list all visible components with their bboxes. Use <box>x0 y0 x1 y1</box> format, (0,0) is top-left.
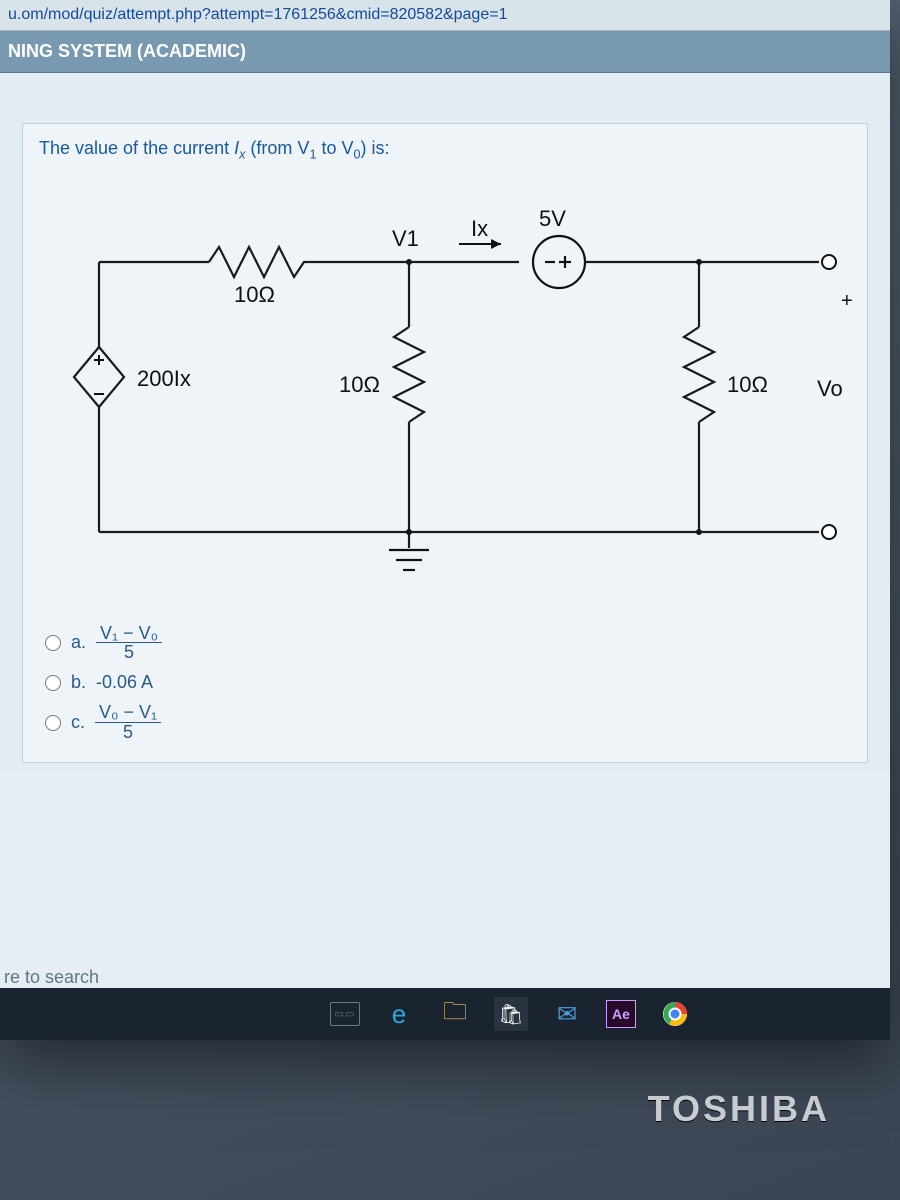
page-content: The value of the current Ix (from V1 to … <box>0 73 890 773</box>
option-a-letter: a. <box>71 632 86 653</box>
option-a[interactable]: a. V₁ − V₀ 5 <box>45 624 851 663</box>
circuit-diagram: + <box>39 172 859 612</box>
photo-frame: u.om/mod/quiz/attempt.php?attempt=176125… <box>0 0 900 1200</box>
file-explorer-icon[interactable]: 🗀 <box>438 997 472 1031</box>
url-bar[interactable]: u.om/mod/quiz/attempt.php?attempt=176125… <box>0 0 890 31</box>
vo-plus: + <box>841 290 853 312</box>
edge-icon[interactable]: e <box>382 997 416 1031</box>
search-fragment[interactable]: re to search <box>0 967 99 988</box>
option-a-den: 5 <box>120 643 138 662</box>
mail-icon[interactable]: ✉ <box>550 997 584 1031</box>
option-a-num: V₁ − V₀ <box>96 624 162 644</box>
option-c-value: V₀ − V₁ 5 <box>95 703 161 742</box>
question-card: The value of the current Ix (from V1 to … <box>22 123 868 763</box>
option-b-letter: b. <box>71 672 86 693</box>
option-b[interactable]: b. -0.06 A <box>45 672 851 693</box>
q-v0sub: 0 <box>353 148 360 162</box>
q-mid: (from V <box>245 138 309 158</box>
r-right-label: 10Ω <box>727 372 768 397</box>
task-view-icon[interactable]: ▭▭ <box>330 1002 360 1026</box>
site-header: NING SYSTEM (ACADEMIC) <box>0 31 890 73</box>
answer-options: a. V₁ − V₀ 5 b. -0.06 A c. <box>45 624 851 743</box>
chrome-icon[interactable] <box>658 997 692 1031</box>
q-prefix: The value of the current <box>39 138 234 158</box>
laptop-screen: u.om/mod/quiz/attempt.php?attempt=176125… <box>0 0 890 1040</box>
option-b-value: -0.06 A <box>96 672 153 693</box>
option-b-radio[interactable] <box>45 675 61 691</box>
ix-label: Ix <box>471 216 488 241</box>
question-text: The value of the current Ix (from V1 to … <box>39 138 851 162</box>
r-top-label: 10Ω <box>234 282 275 307</box>
node-v1-label: V1 <box>392 226 419 251</box>
dep-src-label: 200Ix <box>137 366 191 391</box>
r-mid-label: 10Ω <box>339 372 380 397</box>
option-c-den: 5 <box>119 723 137 742</box>
option-a-value: V₁ − V₀ 5 <box>96 624 162 663</box>
option-a-radio[interactable] <box>45 635 61 651</box>
option-c-radio[interactable] <box>45 715 61 731</box>
taskbar: ▭▭ e 🗀 🛍 ✉ Ae <box>0 988 890 1040</box>
option-c-num: V₀ − V₁ <box>95 703 161 723</box>
option-c-letter: c. <box>71 712 85 733</box>
q-mid2: to V <box>316 138 353 158</box>
option-c[interactable]: c. V₀ − V₁ 5 <box>45 703 851 742</box>
store-icon[interactable]: 🛍 <box>494 997 528 1031</box>
laptop-brand: TOSHIBA <box>648 1088 830 1130</box>
after-effects-icon[interactable]: Ae <box>606 1000 636 1028</box>
vsrc-label: 5V <box>539 206 566 231</box>
q-suffix: ) is: <box>361 138 390 158</box>
node-vo-label: Vo <box>817 376 843 401</box>
